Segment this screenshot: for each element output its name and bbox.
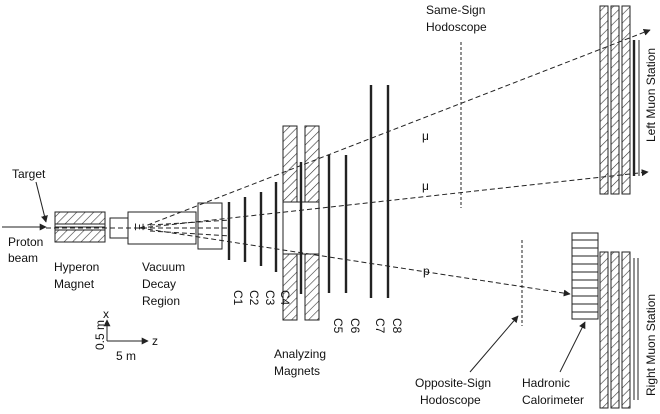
beam-label: beam: [8, 251, 38, 265]
chamber-label-c1: C1: [231, 290, 245, 306]
scale-z-axis-label: z: [152, 334, 158, 348]
muon-upper-label: μ: [422, 129, 429, 143]
proton-track-label: p: [423, 264, 430, 278]
opposite-sign-pointer: [469, 315, 519, 373]
same-sign-hodoscope-label: Hodoscope: [426, 20, 487, 34]
opposite-sign-hodoscope-label: Hodoscope: [420, 393, 481, 407]
chamber-label-c8: C8: [390, 318, 404, 334]
track-muon-lower: [139, 169, 649, 229]
hadronic-pointer: [559, 321, 586, 373]
left-muon-slab-3: [621, 5, 631, 195]
chamber-label-c5: C5: [331, 318, 345, 334]
proton-label: Proton: [8, 235, 43, 249]
chamber-label-c3: C3: [263, 290, 277, 306]
calorimeter-label: Calorimeter: [522, 393, 584, 407]
right-muon-slab-2: [610, 251, 620, 409]
right-muon-slab-1: [599, 251, 609, 409]
target-pointer: [35, 181, 48, 223]
vacuum-window: [197, 202, 223, 250]
decay-label: Decay: [142, 277, 176, 291]
scale-x-axis-label: x: [103, 307, 109, 321]
left-muon-slab-2: [610, 5, 620, 195]
xi-label: Ξ: [132, 223, 146, 231]
scale-z-label: 5 m: [116, 349, 136, 363]
chamber-label-c2: C2: [247, 290, 261, 306]
chamber-label-c4: C4: [278, 290, 292, 306]
muon-lower-label: μ: [422, 179, 429, 193]
chamber-label-c6: C6: [348, 318, 362, 334]
right-muon-label: Right Muon Station: [644, 294, 658, 396]
vacuum-label: Vacuum: [142, 260, 185, 274]
track-proton: [139, 227, 571, 297]
same-sign-label: Same-Sign: [426, 3, 485, 17]
magnet-label: Magnet: [54, 277, 95, 291]
region-label: Region: [142, 294, 180, 308]
analyzing-magnets-label: Magnets: [274, 364, 320, 378]
opposite-sign-label: Opposite-Sign: [415, 376, 491, 390]
hyperon-label: Hyperon: [54, 260, 99, 274]
analyzing-label: Analyzing: [274, 347, 326, 361]
right-muon-slab-3: [621, 251, 631, 409]
left-muon-label: Left Muon Station: [644, 48, 658, 142]
hadronic-calorimeter: [571, 232, 599, 320]
chamber-label-c7: C7: [373, 318, 387, 334]
track-muon-upper: [139, 29, 651, 229]
hadronic-label: Hadronic: [522, 376, 570, 390]
left-muon-slab-1: [599, 5, 609, 195]
target-label: Target: [12, 167, 46, 181]
scale-x-label: 0.5 m: [93, 320, 107, 350]
